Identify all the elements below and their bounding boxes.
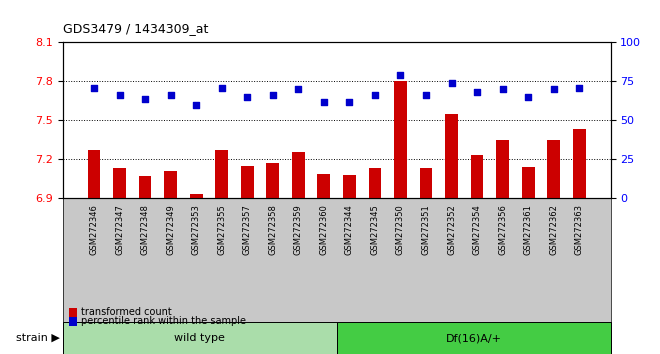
Point bbox=[293, 86, 304, 92]
Text: strain ▶: strain ▶ bbox=[16, 333, 59, 343]
Bar bbox=[164, 171, 177, 198]
Point bbox=[242, 94, 253, 100]
Bar bbox=[343, 175, 356, 198]
Text: GDS3479 / 1434309_at: GDS3479 / 1434309_at bbox=[63, 22, 208, 35]
Bar bbox=[292, 152, 305, 198]
Text: transformed count: transformed count bbox=[81, 307, 172, 317]
Bar bbox=[139, 176, 151, 198]
Point bbox=[420, 93, 431, 98]
Bar bbox=[471, 155, 483, 198]
Bar bbox=[394, 81, 407, 198]
Point bbox=[498, 86, 508, 92]
Bar bbox=[522, 167, 535, 198]
Point bbox=[446, 80, 457, 86]
Point bbox=[395, 72, 406, 78]
Point bbox=[165, 93, 176, 98]
Text: percentile rank within the sample: percentile rank within the sample bbox=[81, 316, 246, 326]
Bar bbox=[547, 140, 560, 198]
Point bbox=[88, 85, 99, 91]
Point bbox=[191, 102, 201, 108]
Bar bbox=[113, 169, 126, 198]
Point bbox=[319, 99, 329, 104]
Point bbox=[523, 94, 533, 100]
Point bbox=[140, 96, 150, 101]
Bar bbox=[317, 173, 330, 198]
Bar bbox=[496, 140, 509, 198]
Point bbox=[574, 85, 585, 91]
Bar bbox=[445, 114, 458, 198]
Bar bbox=[88, 150, 100, 198]
Point bbox=[114, 93, 125, 98]
Bar bbox=[267, 163, 279, 198]
Bar bbox=[420, 169, 432, 198]
Bar bbox=[190, 194, 203, 198]
Text: wild type: wild type bbox=[174, 333, 225, 343]
Point bbox=[370, 93, 380, 98]
Point bbox=[548, 86, 559, 92]
Point bbox=[344, 99, 354, 104]
Bar bbox=[241, 166, 253, 198]
Bar bbox=[573, 130, 585, 198]
Point bbox=[216, 85, 227, 91]
Bar bbox=[368, 169, 381, 198]
Point bbox=[267, 93, 278, 98]
Text: Df(16)A/+: Df(16)A/+ bbox=[446, 333, 502, 343]
Point bbox=[472, 90, 482, 95]
Bar bbox=[215, 150, 228, 198]
